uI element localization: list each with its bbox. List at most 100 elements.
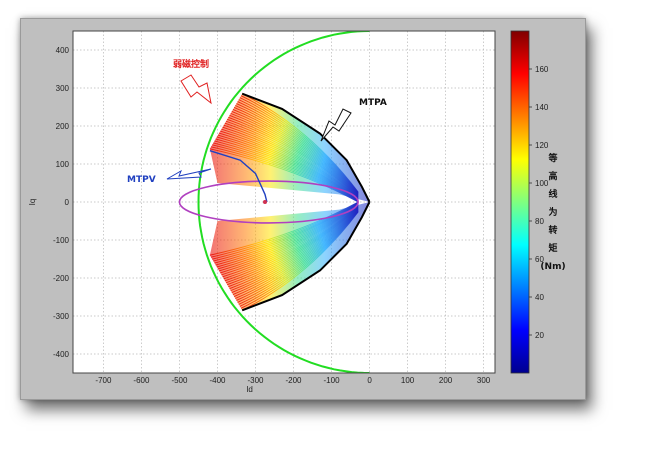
torque-contour-line (213, 202, 359, 262)
y-tick-label: 400 (56, 46, 70, 55)
torque-contour-line (212, 144, 359, 202)
colorbar-label-char: 矩 (547, 242, 557, 254)
torque-contour-line (231, 110, 359, 196)
torque-contour-line (209, 201, 359, 256)
x-tick-label: -300 (247, 376, 264, 385)
torque-contour-line (238, 99, 359, 194)
torque-contour-line (214, 203, 359, 264)
annotation-mtpv: MTPV (127, 168, 212, 185)
x-tick-label: -600 (133, 376, 150, 385)
torque-contour-line (225, 120, 359, 198)
torque-contour-line (222, 126, 359, 199)
colorbar-label-char: 高 (548, 170, 557, 182)
voltage-limit-ellipse (178, 180, 359, 224)
torque-contour-line (218, 132, 359, 200)
x-tick-label: -400 (209, 376, 226, 385)
figure-window: -700 -600 -500 -400 -300 -200 -100 0 100 200 300 -… (20, 18, 586, 400)
annotation-mtpv-label: MTPV (127, 175, 156, 185)
torque-contour-line (229, 207, 359, 290)
torque-contour-line (233, 209, 359, 297)
torque-contour-line (221, 128, 359, 199)
torque-contour-line (220, 130, 359, 200)
torque-contour-line (223, 124, 359, 199)
torque-contour-line (213, 142, 359, 202)
ellipse-center-dot (262, 200, 267, 204)
colorbar-ticks: 20 40 60 80 100 120 140 160 (529, 65, 549, 340)
torque-contour-line (232, 109, 359, 196)
annotation-mtpa: MTPA (320, 98, 387, 142)
chart-svg: -700 -600 -500 -400 -300 -200 -100 0 100 200 300 -… (28, 30, 566, 394)
torque-contour-line (218, 204, 359, 272)
annotation-weak-field-label: 弱磁控制 (173, 58, 209, 70)
torque-contour-line (214, 140, 359, 201)
torque-contour-line (228, 116, 359, 197)
torque-contour-line (236, 103, 359, 195)
colorbar-label-char: 转 (548, 224, 557, 236)
colorbar-tick-label: 140 (535, 103, 549, 112)
x-tick-label: 300 (477, 376, 491, 385)
mtpa-arrow-icon (320, 108, 352, 142)
x-tick-label: 0 (367, 376, 372, 385)
x-tick-label: 200 (439, 376, 453, 385)
y-axis-label: Iq (28, 199, 37, 206)
torque-contour-line (222, 205, 359, 278)
x-axis-ticks: -700 -600 -500 -400 -300 -200 -100 0 100 200 300 (95, 376, 490, 385)
current-limit-circle (197, 31, 370, 373)
y-axis-ticks: -400 -300 -200 -100 0 100 200 300 400 (53, 46, 70, 359)
x-tick-label: -500 (171, 376, 188, 385)
colorbar-label-char: (Nm) (540, 262, 565, 272)
mtpa-curve (241, 92, 371, 312)
torque-contours (209, 93, 370, 311)
torque-contour-line (228, 207, 359, 288)
colorbar-tick-label: 120 (535, 141, 549, 150)
torque-contour-line (212, 202, 359, 260)
torque-contour-line (237, 210, 359, 303)
x-axis-label: Id (246, 385, 253, 394)
torque-contour-line (221, 205, 359, 276)
y-tick-label: -100 (53, 236, 70, 245)
x-tick-label: -100 (324, 376, 341, 385)
colorbar-label-char: 线 (548, 188, 557, 200)
annotation-mtpa-label: MTPA (359, 98, 387, 108)
torque-contour-line (223, 205, 359, 280)
y-tick-label: -400 (53, 350, 70, 359)
torque-contour-line (209, 148, 359, 203)
annotation-weak-field: 弱磁控制 (173, 58, 212, 105)
torque-contour-line (210, 146, 359, 203)
x-tick-label: -700 (95, 376, 112, 385)
torque-contour-line (224, 206, 359, 282)
colorbar-tick-label: 60 (535, 255, 544, 264)
colorbar-label-char: 等 (547, 152, 557, 164)
y-tick-label: 100 (56, 160, 70, 169)
torque-contour-line (229, 114, 359, 197)
x-tick-label: 100 (401, 376, 415, 385)
torque-contour-line (237, 101, 359, 194)
mtpv-curve (209, 150, 268, 203)
torque-contour-line (225, 206, 359, 284)
plot-frame (72, 30, 496, 374)
colorbar (510, 30, 530, 374)
colorbar-tick-label: 100 (535, 179, 549, 188)
colorbar-tick-label: 80 (535, 217, 544, 226)
y-tick-label: 300 (56, 84, 70, 93)
torque-contour-line (235, 209, 359, 299)
mtpv-arrow-icon (166, 168, 212, 180)
torque-contour-line (235, 105, 359, 195)
colorbar-tick-label: 40 (535, 293, 544, 302)
y-tick-label: -300 (53, 312, 70, 321)
torque-contour-line (227, 207, 359, 286)
colorbar-tick-label: 20 (535, 331, 544, 340)
torque-contour-line (230, 208, 359, 292)
torque-contour-line (236, 209, 359, 301)
torque-contour-line (210, 201, 359, 258)
colorbar-label-char: 为 (548, 206, 557, 218)
x-tick-label: -200 (285, 376, 302, 385)
y-tick-label: -200 (53, 274, 70, 283)
torque-contour-line (238, 210, 359, 305)
torque-contour-line (232, 208, 359, 295)
torque-contour-line (224, 122, 359, 198)
colorbar-tick-label: 160 (535, 65, 549, 74)
torque-contour-line (233, 107, 359, 195)
torque-contour-line (231, 208, 359, 294)
